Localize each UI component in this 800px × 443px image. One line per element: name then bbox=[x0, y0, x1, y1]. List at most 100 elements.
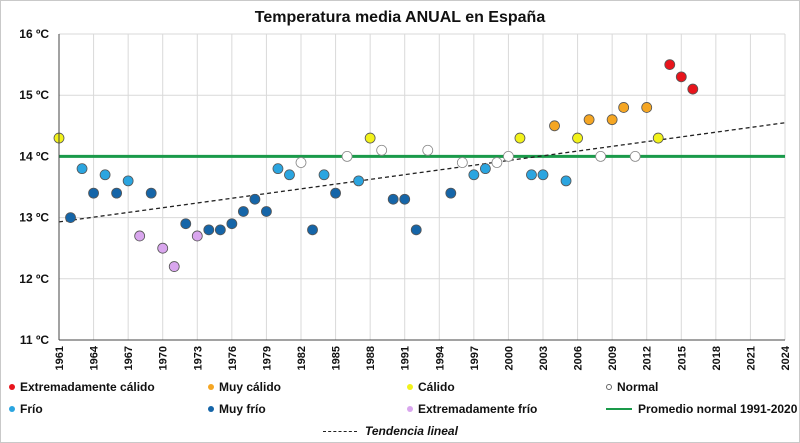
data-point bbox=[214, 224, 226, 236]
data-point bbox=[583, 114, 595, 126]
data-point bbox=[595, 150, 607, 162]
x-tick-label: 2012 bbox=[642, 346, 654, 370]
legend-dash-marker bbox=[323, 430, 357, 432]
data-point bbox=[376, 144, 388, 156]
legend-item-normal-average: Promedio normal 1991-2020 bbox=[606, 402, 797, 416]
data-point bbox=[549, 120, 560, 132]
x-tick-label: 2006 bbox=[573, 346, 585, 370]
x-tick-label: 1973 bbox=[192, 346, 204, 370]
legend-line-marker bbox=[606, 408, 632, 410]
legend-label: Muy frío bbox=[219, 402, 266, 416]
data-points bbox=[53, 59, 699, 272]
legend-label: Extremadamente cálido bbox=[20, 380, 155, 394]
x-tick-label: 1982 bbox=[296, 346, 308, 370]
x-tick-label: 1994 bbox=[434, 345, 446, 370]
data-point bbox=[364, 132, 376, 144]
data-point bbox=[479, 163, 491, 175]
x-tick-label: 1970 bbox=[158, 346, 170, 370]
legend-label: Normal bbox=[617, 380, 659, 394]
data-point bbox=[226, 218, 238, 230]
data-point bbox=[157, 242, 169, 254]
data-point bbox=[526, 169, 537, 181]
data-point bbox=[284, 169, 295, 181]
legend-item-ext_frio: Extremadamente frío bbox=[407, 402, 537, 416]
data-point bbox=[122, 175, 134, 187]
data-point bbox=[134, 230, 146, 242]
data-point bbox=[664, 59, 676, 70]
legend-marker bbox=[208, 384, 214, 390]
legend-item-calido: Cálido bbox=[407, 380, 455, 394]
x-tick-label: 1967 bbox=[123, 346, 135, 370]
data-point bbox=[422, 144, 434, 156]
data-point bbox=[99, 169, 111, 181]
legend-label: Promedio normal 1991-2020 bbox=[638, 402, 798, 416]
x-tick-label: 1976 bbox=[227, 346, 239, 370]
data-point bbox=[341, 150, 353, 162]
x-tick-label: 1961 bbox=[54, 346, 66, 370]
data-point bbox=[629, 150, 641, 162]
data-point bbox=[387, 193, 399, 205]
legend-marker bbox=[208, 406, 214, 412]
legend-marker bbox=[606, 384, 612, 390]
data-point bbox=[560, 175, 572, 187]
data-point bbox=[249, 193, 261, 205]
legend-label: Frío bbox=[20, 402, 43, 416]
legend-item-muy_frio: Muy frío bbox=[208, 402, 266, 416]
data-point bbox=[261, 206, 272, 217]
data-point bbox=[445, 187, 457, 199]
data-point bbox=[606, 114, 618, 126]
x-tick-label: 1964 bbox=[89, 345, 101, 370]
y-tick-label: 14 ºC bbox=[19, 149, 49, 163]
data-point bbox=[456, 157, 468, 168]
data-point bbox=[272, 163, 284, 175]
x-tick-label: 1979 bbox=[261, 346, 273, 370]
data-point bbox=[180, 218, 192, 230]
grid bbox=[58, 33, 786, 341]
legend-item-normal: Normal bbox=[606, 380, 658, 394]
trend-line bbox=[58, 122, 786, 223]
data-point bbox=[572, 132, 583, 144]
legend-item-trend: Tendencia lineal bbox=[323, 424, 458, 438]
y-tick-label: 15 ºC bbox=[19, 88, 49, 102]
x-tick-label: 2009 bbox=[607, 346, 619, 370]
data-point bbox=[675, 71, 687, 83]
x-tick-label: 1985 bbox=[331, 346, 343, 370]
data-point bbox=[468, 169, 480, 181]
x-tick-label: 2024 bbox=[780, 345, 792, 370]
legend-item-ext_calido: Extremadamente cálido bbox=[9, 380, 155, 394]
y-tick-label: 13 ºC bbox=[19, 211, 49, 225]
y-tick-label: 12 ºC bbox=[19, 272, 49, 286]
chart-title: Temperatura media ANUAL en España bbox=[255, 9, 546, 26]
data-point bbox=[687, 83, 699, 95]
y-tick-label: 16 ºC bbox=[19, 27, 49, 41]
legend-marker bbox=[9, 406, 15, 412]
data-point bbox=[237, 206, 249, 217]
data-point bbox=[191, 230, 203, 242]
legend-label: Extremadamente frío bbox=[418, 402, 538, 416]
legend-item-muy_calido: Muy cálido bbox=[208, 380, 281, 394]
legend-label: Muy cálido bbox=[219, 380, 282, 394]
data-point bbox=[652, 132, 664, 144]
x-tick-label: 2000 bbox=[503, 346, 515, 370]
tick-labels: 11 ºC 12 ºC 13 ºC 14 ºC 15 ºC 16 ºC 1961 1964 19… bbox=[19, 27, 792, 370]
x-tick-label: 2003 bbox=[538, 346, 550, 370]
data-point bbox=[399, 193, 411, 205]
axes bbox=[58, 34, 785, 341]
data-point bbox=[111, 187, 123, 199]
legend-marker bbox=[407, 406, 413, 412]
data-point bbox=[76, 163, 88, 175]
trend-line-path bbox=[58, 122, 786, 223]
legend-label: Tendencia lineal bbox=[365, 424, 458, 438]
x-tick-label: 1997 bbox=[469, 346, 481, 370]
data-point bbox=[203, 224, 215, 236]
legend-marker bbox=[9, 384, 15, 390]
data-point bbox=[514, 132, 526, 144]
y-tick-label: 11 ºC bbox=[20, 333, 49, 347]
data-point bbox=[168, 261, 180, 272]
data-point bbox=[618, 102, 630, 113]
x-tick-label: 2015 bbox=[676, 346, 688, 370]
data-point bbox=[307, 224, 318, 236]
legend-label: Cálido bbox=[418, 380, 455, 394]
